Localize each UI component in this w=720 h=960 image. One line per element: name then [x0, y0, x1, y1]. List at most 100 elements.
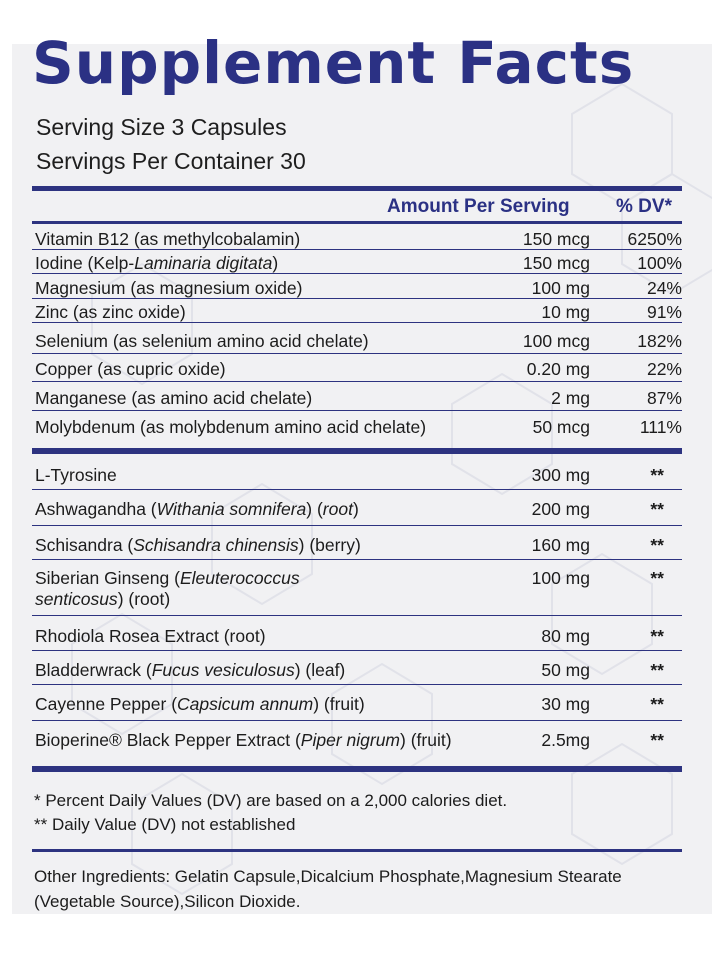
row-separator	[32, 322, 682, 323]
row-separator	[32, 410, 682, 411]
ingredient-daily-value: **	[650, 626, 664, 646]
ingredient-amount: 10 mg	[541, 302, 590, 322]
ingredient-name-text: Zinc (as zinc oxide)	[35, 302, 186, 322]
ingredient-name: Siberian Ginseng (Eleuterococcus sentico…	[35, 568, 365, 610]
row-separator	[32, 273, 682, 274]
ingredient-latin-name: Fucus vesiculosus	[151, 660, 295, 680]
ingredient-latin-name: Laminaria digitata	[134, 253, 273, 273]
header-amount-per-serving: Amount Per Serving	[387, 196, 570, 217]
ingredient-name: Ashwagandha (Withania somnifera) (root)	[35, 499, 505, 520]
ingredient-name-text: L-Tyrosine	[35, 465, 117, 485]
ingredient-amount: 100 mg	[531, 568, 590, 588]
ingredient-name: Magnesium (as magnesium oxide)	[35, 278, 505, 299]
ingredient-name-text: ) (	[306, 499, 323, 519]
ingredient-daily-value: 87%	[646, 388, 682, 408]
ingredient-name: Vitamin B12 (as methylcobalamin)	[35, 229, 505, 250]
ingredient-amount: 50 mg	[541, 660, 590, 680]
ingredient-daily-value: **	[650, 568, 664, 588]
ingredient-daily-value: 22%	[646, 359, 682, 379]
ingredient-name: Rhodiola Rosea Extract (root)	[35, 626, 505, 647]
ingredient-latin-name: Piper nigrum	[300, 730, 401, 750]
ingredient-name-text: Manganese (as amino acid chelate)	[35, 388, 313, 408]
ingredient-name: Cayenne Pepper (Capsicum annum) (fruit)	[35, 694, 505, 715]
ingredient-amount: 200 mg	[531, 499, 590, 519]
ingredient-latin-name: Withania somnifera	[156, 499, 307, 519]
ingredient-amount: 150 mcg	[522, 229, 590, 249]
header-daily-value: % DV*	[616, 196, 672, 217]
ingredient-name: Bladderwrack (Fucus vesiculosus) (leaf)	[35, 660, 505, 681]
ingredient-name: Zinc (as zinc oxide)	[35, 302, 505, 323]
ingredient-daily-value: **	[650, 660, 664, 680]
ingredient-amount: 100 mcg	[522, 331, 590, 351]
ingredient-name: Bioperine® Black Pepper Extract (Piper n…	[35, 730, 505, 751]
ingredient-daily-value: **	[650, 465, 664, 485]
ingredient-name: Molybdenum (as molybdenum amino acid che…	[35, 417, 505, 438]
ingredient-daily-value: **	[650, 730, 664, 750]
ingredient-name-text: Selenium (as selenium amino acid chelate…	[35, 331, 369, 351]
divider-thick	[32, 186, 682, 191]
ingredient-daily-value: 111%	[639, 417, 682, 437]
ingredient-name-text: ) (fruit)	[313, 694, 365, 714]
ingredient-name-text: Rhodiola Rosea Extract (root)	[35, 626, 266, 646]
page-title: Supplement Facts	[32, 29, 635, 97]
ingredient-amount: 80 mg	[541, 626, 590, 646]
row-separator	[32, 720, 682, 721]
divider-thick	[32, 448, 682, 454]
ingredient-daily-value: 24%	[646, 278, 682, 298]
ingredient-daily-value: **	[650, 535, 664, 555]
ingredient-name-text: ) (root)	[117, 589, 171, 609]
divider-medium	[32, 221, 682, 224]
other-ingredients: Other Ingredients: Gelatin Capsule,Dical…	[34, 867, 622, 911]
ingredient-amount: 50 mcg	[532, 417, 590, 437]
ingredient-name: L-Tyrosine	[35, 465, 505, 486]
divider-medium	[32, 849, 682, 852]
ingredient-name-text: Copper (as cupric oxide)	[35, 359, 226, 379]
row-separator	[32, 684, 682, 685]
ingredient-name-text: ) (leaf)	[294, 660, 346, 680]
servings-per-container: Servings Per Container 30	[36, 148, 306, 174]
ingredient-latin-name: Schisandra chinensis	[133, 535, 299, 555]
ingredient-name-text: Iodine (Kelp-	[35, 253, 135, 273]
ingredient-latin-name: root	[322, 499, 353, 519]
ingredient-name-text: ) (fruit)	[400, 730, 452, 750]
ingredient-name-text: Bladderwrack (	[35, 660, 152, 680]
ingredient-name-text: )	[352, 499, 359, 519]
ingredient-name: Iodine (Kelp-Laminaria digitata)	[35, 253, 505, 274]
ingredient-name-text: Molybdenum (as molybdenum amino acid che…	[35, 417, 427, 437]
ingredient-amount: 160 mg	[531, 535, 590, 555]
ingredient-daily-value: 91%	[646, 302, 682, 322]
ingredient-name-text: Bioperine® Black Pepper Extract (	[35, 730, 301, 750]
ingredient-name: Manganese (as amino acid chelate)	[35, 388, 505, 409]
ingredient-daily-value: **	[650, 694, 664, 714]
ingredient-daily-value: 100%	[637, 253, 682, 273]
ingredient-name-text: Ashwagandha (	[35, 499, 157, 519]
ingredient-name-text: Schisandra (	[35, 535, 134, 555]
serving-size: Serving Size 3 Capsules	[36, 114, 287, 140]
ingredient-name-text: Vitamin B12 (as methylcobalamin)	[35, 229, 301, 249]
ingredient-amount: 2.5mg	[541, 730, 590, 750]
row-separator	[32, 650, 682, 651]
row-separator	[32, 489, 682, 490]
row-separator	[32, 559, 682, 560]
row-separator	[32, 525, 682, 526]
footnote-dv-not-established: ** Daily Value (DV) not established	[34, 815, 296, 834]
ingredient-amount: 150 mcg	[522, 253, 590, 273]
ingredient-latin-name: Eleuterococcus senticosus	[35, 568, 300, 609]
row-separator	[32, 298, 682, 299]
ingredient-name: Copper (as cupric oxide)	[35, 359, 505, 380]
ingredient-amount: 0.20 mg	[526, 359, 590, 379]
row-separator	[32, 353, 682, 354]
ingredient-name: Selenium (as selenium amino acid chelate…	[35, 331, 505, 352]
ingredient-amount: 300 mg	[531, 465, 590, 485]
ingredient-name-text: Siberian Ginseng (	[35, 568, 180, 588]
divider-thick	[32, 766, 682, 772]
ingredient-name-text: Magnesium (as magnesium oxide)	[35, 278, 303, 298]
footnote-dv-basis: * Percent Daily Values (DV) are based on…	[34, 791, 508, 810]
row-separator	[32, 249, 682, 250]
ingredient-latin-name: Capsicum annum	[177, 694, 314, 714]
row-separator	[32, 615, 682, 616]
ingredient-daily-value: **	[650, 499, 664, 519]
ingredient-amount: 2 mg	[551, 388, 590, 408]
ingredient-name-text: Cayenne Pepper (	[35, 694, 178, 714]
ingredient-daily-value: 6250%	[627, 229, 683, 249]
